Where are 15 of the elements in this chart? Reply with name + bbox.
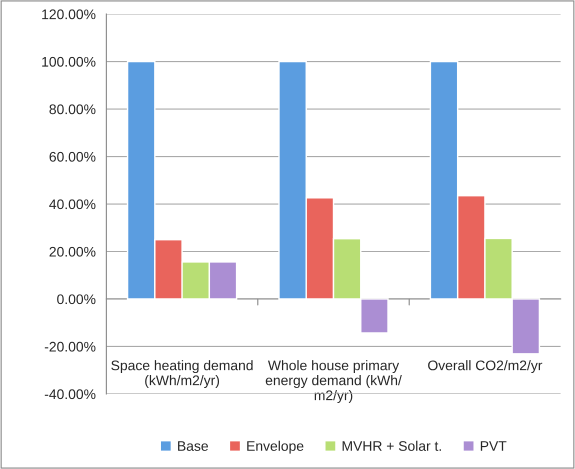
y-tick-label: 20.00% [50,246,96,257]
legend-label: MVHR + Solar t. [342,440,441,451]
legend-label: PVT [480,441,506,451]
x-tick-label: Space heating demand (kWh/m2/yr) [111,360,253,388]
y-tick-label: 60.00% [50,152,96,162]
legend-label: Envelope [247,440,304,454]
y-tick-label: 120.00% [42,9,96,20]
y-tick-label: 40.00% [49,199,96,210]
legend-label: Base [178,441,208,451]
y-tick-label: 0.00% [57,294,96,304]
y-tick-label: -40.00% [44,389,96,400]
y-tick-label: 100.00% [42,56,96,67]
y-tick-label: 80.00% [49,104,96,114]
y-tick-label: -20.00% [44,342,96,352]
x-tick-label: Overall CO2/m2/yr [428,360,542,374]
